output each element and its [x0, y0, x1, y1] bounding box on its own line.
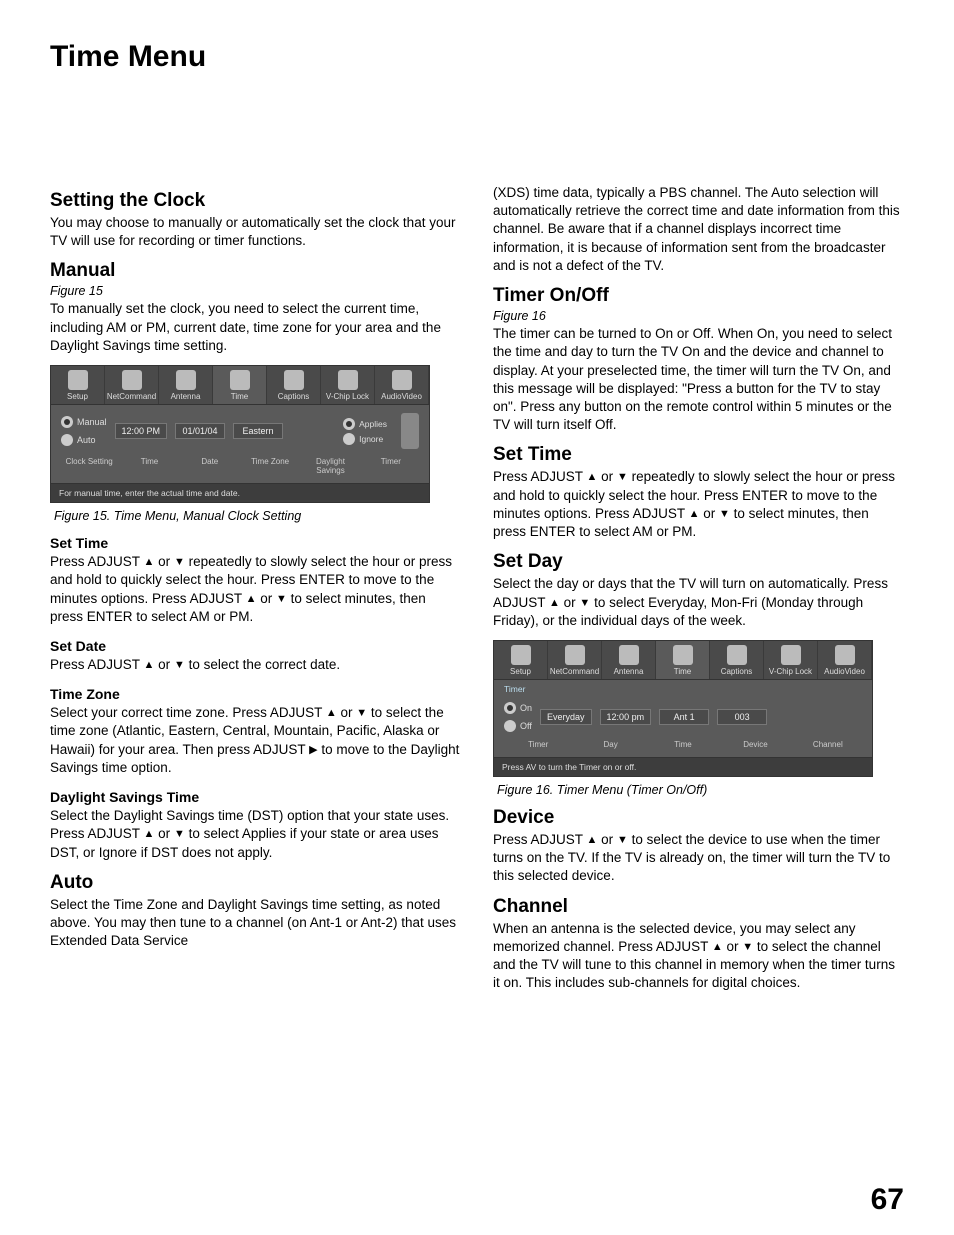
body-timer: The timer can be turned to On or Off. Wh… [493, 325, 904, 434]
fig16-tab-setup: Setup [494, 641, 548, 679]
fig16-tab-audiovideo: AudioVideo [818, 641, 872, 679]
left-column: Setting the Clock You may choose to manu… [50, 184, 461, 1002]
down-triangle-icon: ▼ [174, 555, 185, 570]
up-triangle-icon: ▲ [587, 470, 598, 485]
up-triangle-icon: ▲ [246, 592, 257, 607]
fig16-tab-antenna: Antenna [602, 641, 656, 679]
page-number: 67 [871, 1183, 904, 1217]
fig16-hint: Press AV to turn the Timer on or off. [494, 757, 872, 776]
fig15-hint: For manual time, enter the actual time a… [51, 483, 429, 502]
body-setting-clock: You may choose to manually or automatica… [50, 214, 461, 250]
page-title: Time Menu [50, 40, 904, 74]
up-triangle-icon: ▲ [326, 706, 337, 721]
body-set-time-l: Press ADJUST ▲ or ▼ repeatedly to slowly… [50, 553, 461, 626]
fig15-body: Manual Auto 12:00 PM 01/01/04 Eastern Ap… [51, 405, 429, 483]
help-icon [401, 413, 419, 449]
radio-icon [61, 416, 73, 428]
up-triangle-icon: ▲ [587, 833, 598, 848]
radio-icon [61, 434, 73, 446]
down-triangle-icon: ▼ [174, 827, 185, 842]
down-triangle-icon: ▼ [356, 706, 367, 721]
body-manual: To manually set the clock, you need to s… [50, 300, 461, 355]
up-triangle-icon: ▲ [144, 555, 155, 570]
heading-manual: Manual [50, 260, 461, 282]
body-device: Press ADJUST ▲ or ▼ to select the device… [493, 831, 904, 886]
fig16-tab-captions: Captions [710, 641, 764, 679]
figure-16-screenshot: Setup NetCommand Antenna Time Captions V… [493, 640, 873, 777]
heading-auto: Auto [50, 872, 461, 894]
radio-icon [504, 720, 516, 732]
figref-16: Figure 16 [493, 309, 904, 323]
up-triangle-icon: ▲ [712, 940, 723, 955]
radio-icon [343, 418, 355, 430]
body-xds: (XDS) time data, typically a PBS channel… [493, 184, 904, 275]
fig15-tab-time: Time [213, 366, 267, 404]
body-set-day: Select the day or days that the TV will … [493, 575, 904, 630]
up-triangle-icon: ▲ [689, 507, 700, 522]
down-triangle-icon: ▼ [276, 592, 287, 607]
fig15-tab-setup: Setup [51, 366, 105, 404]
fig15-tab-audiovideo: AudioVideo [375, 366, 429, 404]
fig15-tab-vchip: V-Chip Lock [321, 366, 375, 404]
heading-timer: Timer On/Off [493, 285, 904, 307]
radio-icon [504, 702, 516, 714]
body-time-zone: Select your correct time zone. Press ADJ… [50, 704, 461, 777]
down-triangle-icon: ▼ [579, 596, 590, 611]
fig15-tab-netcommand: NetCommand [105, 366, 159, 404]
down-triangle-icon: ▼ [617, 470, 628, 485]
figref-15: Figure 15 [50, 284, 461, 298]
fig16-caption: Figure 16. Timer Menu (Timer On/Off) [497, 783, 904, 797]
down-triangle-icon: ▼ [174, 658, 185, 673]
body-auto: Select the Time Zone and Daylight Saving… [50, 896, 461, 951]
fig16-channel-field: 003 [717, 709, 767, 725]
fig16-tab-vchip: V-Chip Lock [764, 641, 818, 679]
heading-device: Device [493, 807, 904, 829]
fig15-tabs: Setup NetCommand Antenna Time Captions V… [51, 366, 429, 405]
heading-set-date: Set Date [50, 638, 461, 654]
body-dst: Select the Daylight Savings time (DST) o… [50, 807, 461, 862]
fig16-tabs: Setup NetCommand Antenna Time Captions V… [494, 641, 872, 680]
fig15-tab-captions: Captions [267, 366, 321, 404]
fig15-time-field: 12:00 PM [115, 423, 168, 439]
heading-set-time-l: Set Time [50, 535, 461, 551]
fig15-caption: Figure 15. Time Menu, Manual Clock Setti… [54, 509, 461, 523]
down-triangle-icon: ▼ [617, 833, 628, 848]
heading-set-day: Set Day [493, 551, 904, 573]
heading-set-time-r: Set Time [493, 444, 904, 466]
fig16-body: On Off Everyday 12:00 pm Ant 1 003 Timer… [494, 694, 872, 757]
heading-setting-clock: Setting the Clock [50, 190, 461, 212]
content-columns: Setting the Clock You may choose to manu… [50, 184, 904, 1002]
fig16-tab-netcommand: NetCommand [548, 641, 602, 679]
fig16-device-field: Ant 1 [659, 709, 709, 725]
heading-channel: Channel [493, 896, 904, 918]
fig15-tz-field: Eastern [233, 423, 283, 439]
fig16-tab-time: Time [656, 641, 710, 679]
heading-time-zone: Time Zone [50, 686, 461, 702]
down-triangle-icon: ▼ [719, 507, 730, 522]
up-triangle-icon: ▲ [144, 827, 155, 842]
fig15-date-field: 01/01/04 [175, 423, 225, 439]
up-triangle-icon: ▲ [549, 596, 560, 611]
body-set-date: Press ADJUST ▲ or ▼ to select the correc… [50, 656, 461, 674]
fig16-subhead: Timer [494, 680, 872, 694]
right-triangle-icon: ▶ [309, 743, 317, 758]
down-triangle-icon: ▼ [742, 940, 753, 955]
fig15-tab-antenna: Antenna [159, 366, 213, 404]
body-channel: When an antenna is the selected device, … [493, 920, 904, 993]
fig16-day-field: Everyday [540, 709, 592, 725]
fig16-time-field: 12:00 pm [600, 709, 652, 725]
radio-icon [343, 433, 355, 445]
right-column: (XDS) time data, typically a PBS channel… [493, 184, 904, 1002]
up-triangle-icon: ▲ [144, 658, 155, 673]
heading-dst: Daylight Savings Time [50, 789, 461, 805]
body-set-time-r: Press ADJUST ▲ or ▼ repeatedly to slowly… [493, 468, 904, 541]
figure-15-screenshot: Setup NetCommand Antenna Time Captions V… [50, 365, 430, 503]
